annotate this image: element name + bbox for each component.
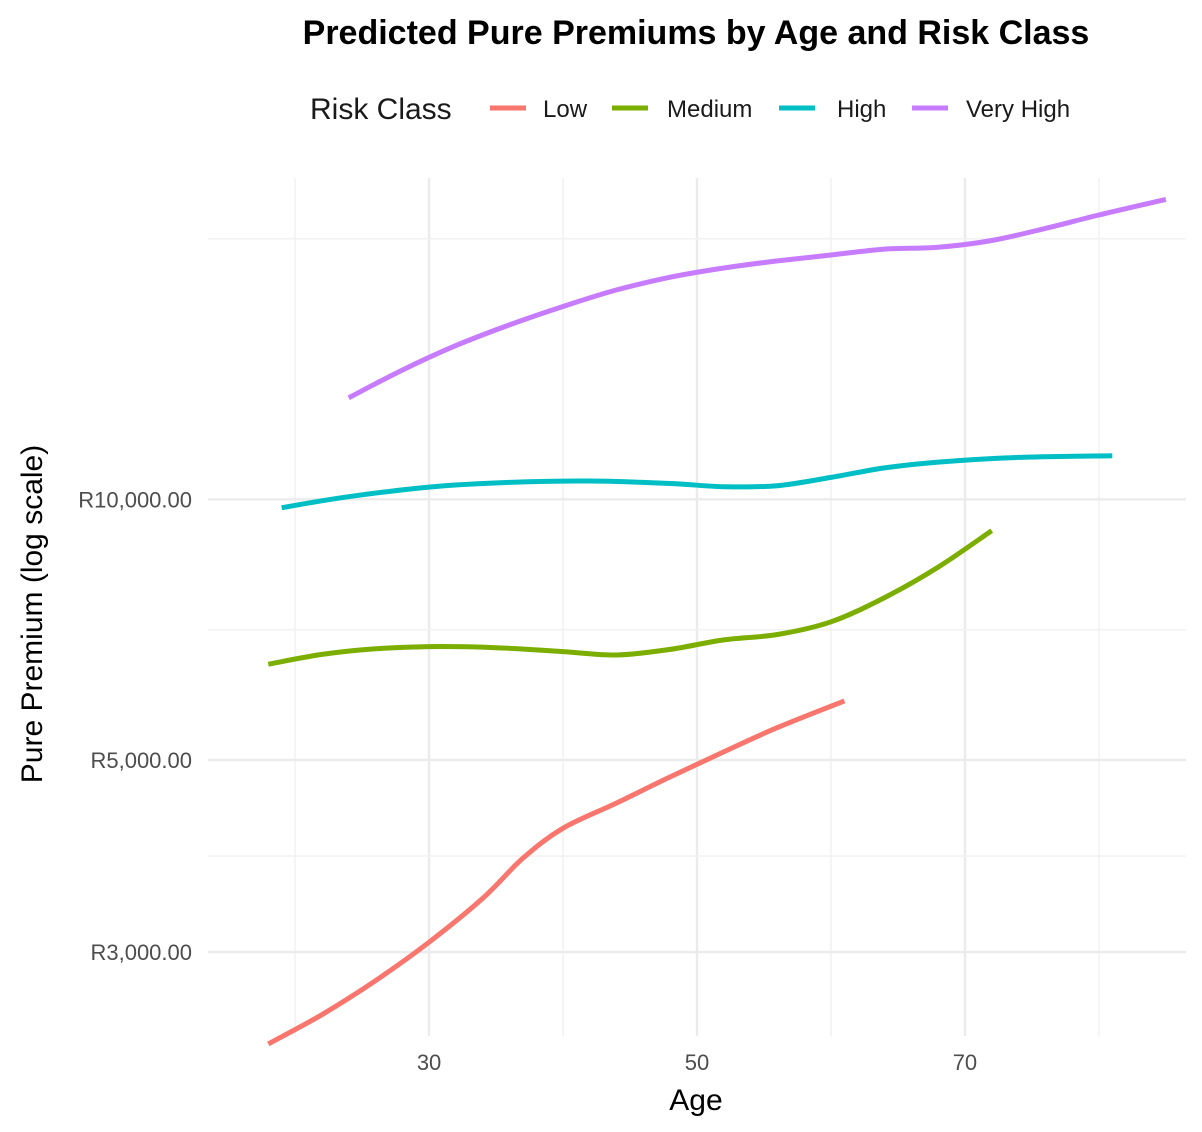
x-axis-ticks: 30 50 70 (417, 1050, 977, 1075)
series-line-high (281, 453, 1113, 511)
chart-title: Predicted Pure Premiums by Age and Risk … (303, 14, 1090, 52)
y-tick-label: R5,000.00 (90, 748, 192, 773)
x-tick-label: 70 (953, 1050, 977, 1075)
x-tick-label: 30 (417, 1050, 441, 1075)
y-axis-ticks: R3,000.00 R5,000.00 R10,000.00 (78, 487, 192, 965)
y-tick-label: R10,000.00 (78, 487, 192, 512)
legend-label-medium: Medium (667, 96, 752, 123)
x-axis-label: Age (669, 1084, 722, 1117)
x-tick-label: 50 (685, 1050, 709, 1075)
series-line-medium (267, 528, 994, 667)
legend-label-very-high: Very High (966, 96, 1070, 123)
legend-label-low: Low (543, 96, 588, 123)
grid (208, 178, 1186, 1036)
legend-label-high: High (837, 96, 886, 123)
legend-title: Risk Class (310, 93, 452, 126)
series-line-very-high (347, 196, 1167, 401)
legend: Risk Class Low Medium High Very High (310, 93, 1070, 126)
y-axis-label: Pure Premium (log scale) (16, 445, 49, 783)
series-group (267, 196, 1167, 1047)
y-tick-label: R3,000.00 (90, 940, 192, 965)
series-line-low (267, 698, 846, 1047)
legend-items: Low Medium High Very High (490, 96, 1070, 123)
